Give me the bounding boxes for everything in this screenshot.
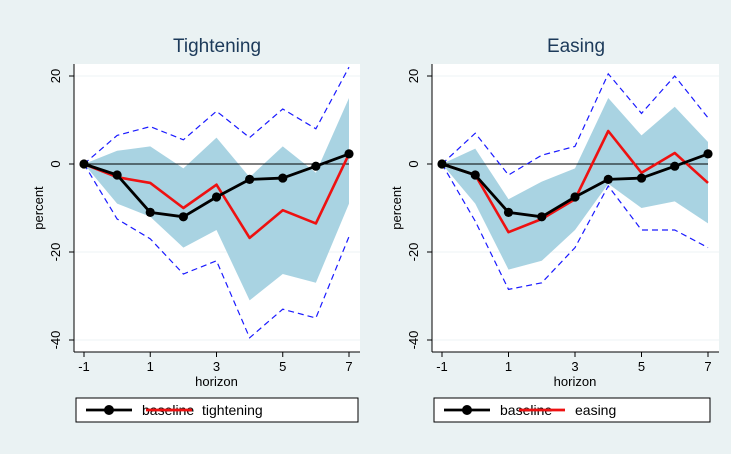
x-tick-label: 3 — [571, 359, 578, 374]
baseline-point — [145, 207, 155, 217]
x-axis-title: horizon — [195, 374, 238, 389]
legend-easing-label: easing — [575, 402, 616, 418]
chart-panel-2: 20 0 -20 -40 -1 1 3 5 7 horizon percent Easing basel… — [372, 6, 726, 438]
y-tick-label: 0 — [406, 160, 421, 167]
y-tick-label: 0 — [48, 160, 63, 167]
y-tick-label: 20 — [48, 69, 63, 83]
x-tick-label: 1 — [505, 359, 512, 374]
y-tick-label: -40 — [48, 331, 63, 350]
legend-baseline-marker — [104, 405, 114, 415]
x-tick-label: 5 — [279, 359, 286, 374]
baseline-point — [537, 212, 547, 222]
x-tick-label: 7 — [704, 359, 711, 374]
baseline-point — [470, 170, 480, 180]
baseline-point — [311, 161, 321, 171]
ci-bound-upper-line — [83, 66, 350, 165]
y-tick-label: -40 — [406, 331, 421, 350]
x-tick-label: 1 — [147, 359, 154, 374]
baseline-point — [570, 192, 580, 202]
baseline-point — [79, 159, 89, 169]
x-tick-label: 7 — [345, 359, 352, 374]
y-tick-label: 20 — [406, 69, 421, 83]
baseline-point — [437, 159, 447, 169]
baseline-point — [178, 212, 188, 222]
baseline-point — [112, 170, 122, 180]
baseline-point — [344, 149, 354, 159]
legend-tightening-label: tightening — [202, 402, 263, 418]
baseline-point — [245, 174, 255, 184]
ci-bound-upper-line — [441, 72, 709, 176]
chart-title: Easing — [547, 36, 605, 57]
ci-bound-lower-line — [441, 163, 709, 291]
series-tightening-line — [83, 153, 351, 240]
y-tick-label: -20 — [406, 243, 421, 262]
chart-title: Tightening — [173, 36, 261, 57]
y-tick-label: -20 — [48, 243, 63, 262]
legend: baseline easing — [433, 397, 711, 423]
x-tick-label: 5 — [638, 359, 645, 374]
baseline-point — [636, 173, 647, 183]
x-tick-label: -1 — [78, 359, 90, 374]
baseline-point — [503, 207, 514, 217]
x-axis-title: horizon — [554, 374, 597, 389]
x-tick-label: -1 — [436, 359, 448, 374]
legend-baseline-marker — [462, 405, 472, 415]
baseline-point — [603, 174, 613, 184]
legend: baseline tightening — [75, 397, 359, 423]
y-axis-title: percent — [389, 186, 404, 230]
baseline-point — [278, 173, 288, 183]
baseline-point — [670, 161, 680, 171]
confidence-band — [442, 98, 708, 270]
baseline-point — [211, 192, 222, 202]
baseline-point — [703, 149, 713, 159]
y-axis-title: percent — [31, 186, 46, 230]
x-tick-label: 3 — [213, 359, 220, 374]
chart-panel-1: 20 0 -20 -40 -1 1 3 5 7 horizon percent Tightening b… — [6, 6, 360, 438]
